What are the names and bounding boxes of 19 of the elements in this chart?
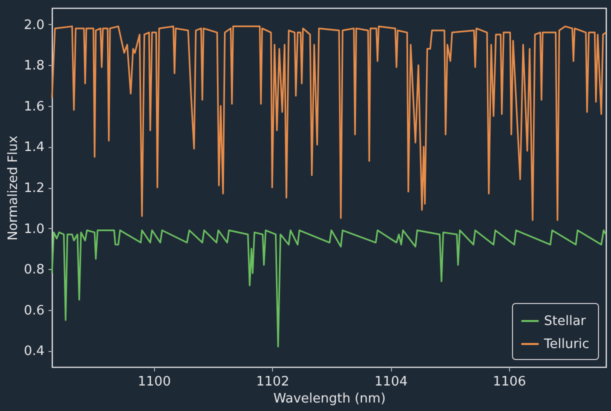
x-tick-label: 1100	[138, 374, 171, 390]
x-tick-label: 1104	[374, 374, 408, 390]
y-tick-label: 1.0	[24, 222, 44, 237]
y-tick-label: 1.8	[24, 58, 44, 74]
y-tick-label: 1.2	[24, 181, 44, 196]
line-series	[51, 26, 607, 221]
x-tick-label: 1102	[256, 374, 290, 390]
y-axis-title: Normalized Flux	[6, 135, 21, 240]
y-tick-label: 0.6	[24, 303, 44, 318]
x-tick-label: 1106	[492, 374, 526, 390]
legend-label: Telluric	[543, 337, 590, 352]
y-tick-label: 1.4	[24, 140, 44, 156]
y-tick-label: 0.8	[24, 262, 44, 278]
legend-label: Stellar	[544, 314, 587, 329]
y-tick-label: 1.6	[24, 99, 44, 114]
y-tick-label: 2.0	[24, 18, 44, 33]
line-series	[51, 230, 607, 348]
y-tick-label: 0.4	[24, 344, 44, 360]
x-axis-title: Wavelength (nm)	[273, 392, 386, 406]
